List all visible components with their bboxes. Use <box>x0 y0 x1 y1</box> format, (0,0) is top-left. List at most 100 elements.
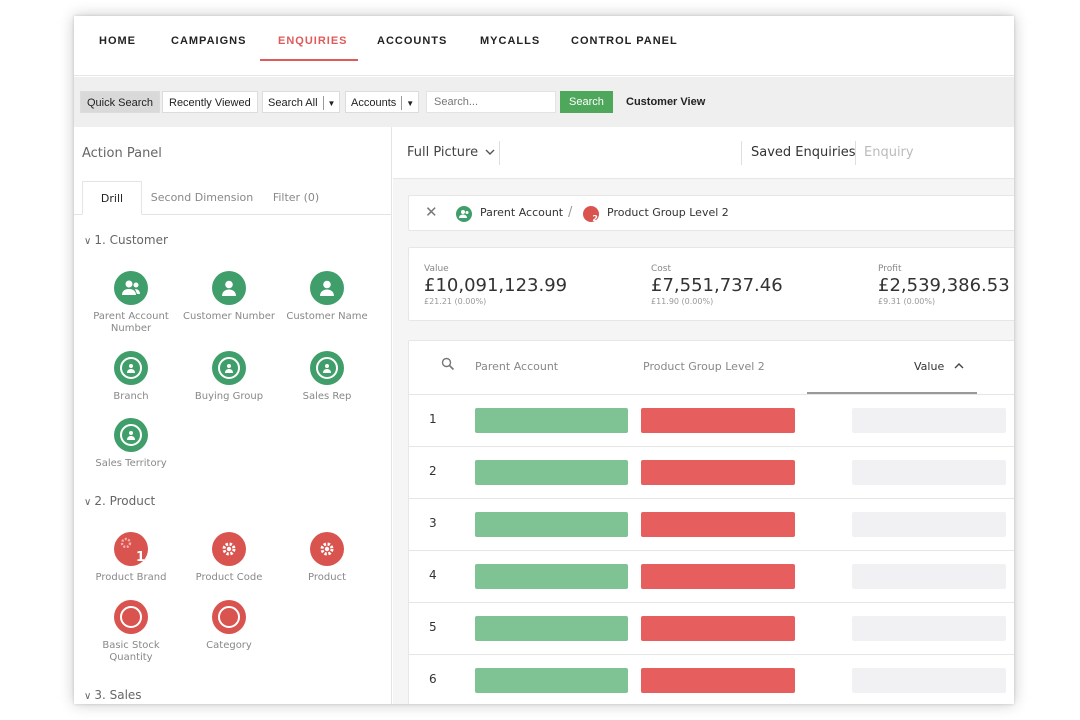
drill-label: Buying Group <box>194 391 264 402</box>
tab-filter[interactable]: Filter (0) <box>272 191 320 204</box>
view-selector[interactable]: Full Picture <box>407 145 495 160</box>
table-row[interactable]: 1 <box>409 395 1014 447</box>
nav-mycalls[interactable]: MYCALLS <box>480 35 541 47</box>
row-number: 4 <box>429 568 437 582</box>
main-panel: Full Picture Saved Enquiries Enquiry ✕ P… <box>393 127 1014 704</box>
nav-campaigns[interactable]: CAMPAIGNS <box>171 35 247 47</box>
table-row[interactable]: 4 <box>409 551 1014 603</box>
section-sales[interactable]: ∨ 3. Sales <box>84 688 142 702</box>
drill-customer-number[interactable]: Customer Number <box>180 271 278 323</box>
column-header-parent-account[interactable]: Parent Account <box>475 360 559 373</box>
drill-label: Customer Name <box>286 311 368 322</box>
drill-label: Sales Rep <box>302 391 352 402</box>
column-header-product-group[interactable]: Product Group Level 2 <box>643 360 765 373</box>
drill-branch[interactable]: Branch <box>82 351 180 403</box>
metric-amount: £7,551,737.46 <box>651 275 783 296</box>
column-header-value-label: Value <box>914 360 945 373</box>
drill-sales-territory[interactable]: Sales Territory <box>82 418 180 470</box>
customer-group-icon <box>114 271 148 305</box>
drill-sales-rep[interactable]: Sales Rep <box>278 351 376 403</box>
loading-placeholder-parent-account <box>475 408 628 433</box>
drill-label: Basic Stock Quantity <box>102 640 160 663</box>
nav-enquiries[interactable]: ENQUIRIES <box>278 35 348 47</box>
section-sales-label: 3. Sales <box>94 688 142 702</box>
metric-change: £11.90 (0.00%) <box>651 297 714 306</box>
row-number: 5 <box>429 620 437 634</box>
drill-customer-name[interactable]: Customer Name <box>278 271 376 323</box>
drill-category[interactable]: Category <box>180 600 278 652</box>
search-icon[interactable] <box>441 357 455 371</box>
top-nav: HOME CAMPAIGNS ENQUIRIES ACCOUNTS MYCALL… <box>74 16 1014 76</box>
nav-home[interactable]: HOME <box>99 35 136 47</box>
saved-enquiries-link[interactable]: Saved Enquiries <box>751 145 856 160</box>
table-header: Parent Account Product Group Level 2 Val… <box>409 341 1014 395</box>
product-ring-icon <box>114 600 148 634</box>
section-product[interactable]: ∨ 2. Product <box>84 494 155 508</box>
customer-icon <box>212 271 246 305</box>
row-number: 2 <box>429 464 437 478</box>
loading-placeholder-product-group <box>641 408 795 433</box>
drill-product-code[interactable]: Product Code <box>180 532 278 584</box>
drill-label: Product Brand <box>95 572 167 583</box>
nav-control-panel[interactable]: CONTROL PANEL <box>571 35 678 47</box>
drill-label: Branch <box>113 391 149 402</box>
tab-second-dimension[interactable]: Second Dimension <box>150 191 254 204</box>
search-button[interactable]: Search <box>560 91 613 113</box>
tab-drill[interactable]: Drill <box>82 181 142 215</box>
action-panel-tabs: Drill Second Dimension Filter (0) <box>74 181 392 215</box>
product-brand-badge: 1 <box>135 550 145 565</box>
breadcrumb-item-parent-account[interactable]: Parent Account <box>480 206 564 219</box>
accounts-label: Accounts <box>351 97 397 109</box>
search-all-dropdown[interactable]: Search All ▼ <box>262 91 341 113</box>
enquiry-toolbar: Full Picture Saved Enquiries Enquiry <box>393 127 1014 179</box>
drill-label: Parent Account Number <box>93 311 169 334</box>
drill-label: Category <box>206 640 252 651</box>
table-row[interactable]: 5 <box>409 603 1014 655</box>
loading-placeholder-product-group <box>641 512 795 537</box>
metric-change: £9.31 (0.00%) <box>878 297 936 306</box>
breadcrumb-separator: / <box>568 205 573 220</box>
breadcrumb-item-product-group[interactable]: Product Group Level 2 <box>607 206 729 219</box>
action-panel: Action Panel Drill Second Dimension Filt… <box>74 127 392 704</box>
table-row[interactable]: 6 <box>409 655 1014 704</box>
column-header-value[interactable]: Value <box>914 360 964 373</box>
customer-search-icon <box>114 418 148 452</box>
loading-placeholder-parent-account <box>475 512 628 537</box>
recently-viewed-button[interactable]: Recently Viewed <box>162 91 258 113</box>
close-icon[interactable]: ✕ <box>425 203 438 221</box>
section-customer[interactable]: ∨ 1. Customer <box>84 233 168 247</box>
product-gear-icon: 1 <box>114 532 148 566</box>
loading-placeholder-product-group <box>641 616 795 641</box>
nav-accounts[interactable]: ACCOUNTS <box>377 35 448 47</box>
customer-search-icon <box>114 351 148 385</box>
search-input[interactable] <box>426 91 556 113</box>
metric-value: Value £10,091,123.99 £21.21 (0.00%) <box>424 264 567 306</box>
quick-search-button[interactable]: Quick Search <box>80 91 161 113</box>
customer-search-icon <box>212 351 246 385</box>
nav-active-underline <box>260 59 358 61</box>
enquiry-name[interactable]: Enquiry <box>864 145 914 160</box>
view-selector-label: Full Picture <box>407 145 479 160</box>
drill-product[interactable]: Product <box>278 532 376 584</box>
sort-ascending-icon <box>954 363 964 369</box>
chevron-down-icon: ∨ <box>84 691 92 702</box>
divider <box>499 141 500 165</box>
metric-profit: Profit £2,539,386.53 £9.31 (0.00%) <box>878 264 1010 306</box>
table-row[interactable]: 3 <box>409 499 1014 551</box>
table-row[interactable]: 2 <box>409 447 1014 499</box>
drill-parent-account-number[interactable]: Parent Account Number <box>82 271 180 335</box>
accounts-dropdown[interactable]: Accounts ▼ <box>345 91 420 113</box>
drill-product-brand[interactable]: 1 Product Brand <box>82 532 180 584</box>
loading-placeholder-value <box>852 564 1006 589</box>
loading-placeholder-product-group <box>641 460 795 485</box>
loading-placeholder-value <box>852 616 1006 641</box>
product-gear-icon: 2 <box>583 206 599 223</box>
drill-buying-group[interactable]: Buying Group <box>180 351 278 403</box>
row-number: 6 <box>429 672 437 686</box>
customer-icon <box>310 271 344 305</box>
customer-view-link[interactable]: Customer View <box>626 96 706 108</box>
drill-basic-stock-quantity[interactable]: Basic Stock Quantity <box>82 600 180 664</box>
gear-icon <box>212 532 246 566</box>
divider <box>855 141 856 165</box>
loading-placeholder-product-group <box>641 564 795 589</box>
